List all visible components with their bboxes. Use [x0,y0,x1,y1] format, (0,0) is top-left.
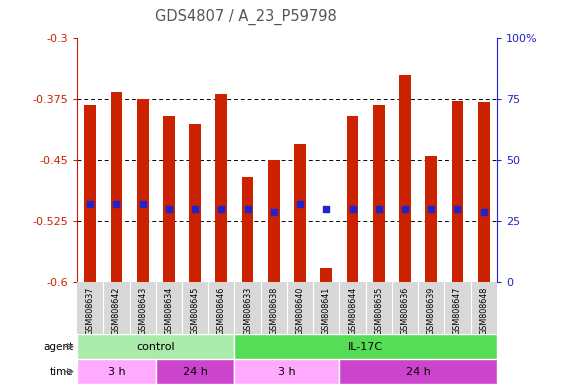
Bar [85,105,96,282]
Text: GDS4807 / A_23_P59798: GDS4807 / A_23_P59798 [155,9,336,25]
Text: 3 h: 3 h [278,366,296,377]
Point [374,206,383,212]
Point [86,201,95,207]
Bar [77,334,235,359]
Bar [320,268,332,282]
Bar [399,75,411,282]
Text: GSM808648: GSM808648 [479,286,488,334]
Bar [77,359,156,384]
Text: GSM808642: GSM808642 [112,286,121,335]
Text: agent: agent [43,341,73,352]
Text: GSM808647: GSM808647 [453,286,462,335]
Text: IL-17C: IL-17C [348,341,383,352]
Bar [425,156,437,282]
Point [348,206,357,212]
Bar [268,161,280,282]
Text: GSM808637: GSM808637 [86,286,95,335]
Point [453,206,462,212]
Point [400,206,409,212]
Text: GSM808646: GSM808646 [217,286,226,334]
Bar [294,144,306,282]
Point [191,206,200,212]
Text: control: control [136,341,175,352]
Text: GSM808639: GSM808639 [427,286,436,335]
Text: GSM808641: GSM808641 [322,286,331,334]
Text: GSM808640: GSM808640 [296,286,304,334]
Bar [189,124,201,282]
Point [217,206,226,212]
Text: GSM808644: GSM808644 [348,286,357,334]
Bar [137,99,148,282]
Point [270,209,279,215]
Text: GSM808643: GSM808643 [138,286,147,334]
Bar [339,359,497,384]
Bar [163,116,175,282]
Bar [373,105,385,282]
Text: GSM808638: GSM808638 [270,286,278,334]
Text: time: time [50,366,73,377]
Bar [235,359,339,384]
Text: GSM808634: GSM808634 [164,286,174,334]
Text: 24 h: 24 h [183,366,208,377]
Bar [215,94,227,282]
Bar [111,92,122,282]
Point [427,206,436,212]
Bar [452,101,463,282]
Text: GSM808636: GSM808636 [400,286,409,334]
Text: GSM808645: GSM808645 [191,286,200,335]
Text: GSM808635: GSM808635 [374,286,383,335]
Text: GSM808633: GSM808633 [243,286,252,334]
Bar [478,102,489,282]
Point [112,201,121,207]
Bar [347,116,359,282]
Point [479,209,488,215]
Point [138,201,147,207]
Bar [242,177,254,282]
Point [295,201,304,207]
Bar [235,334,497,359]
Text: 3 h: 3 h [107,366,125,377]
Point [321,206,331,212]
Point [243,206,252,212]
Text: 24 h: 24 h [405,366,431,377]
Bar [156,359,235,384]
Point [164,206,174,212]
